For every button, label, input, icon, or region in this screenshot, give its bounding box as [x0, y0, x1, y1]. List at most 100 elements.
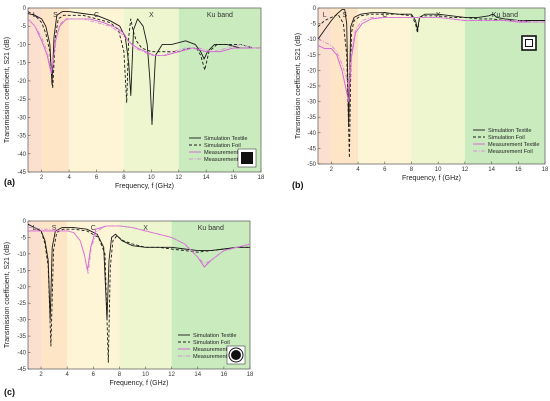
- y-tick-label: -5: [21, 235, 27, 241]
- series-line-simulation-textile: [28, 223, 250, 321]
- band-region-c: [67, 221, 120, 369]
- x-tick-label: 10: [148, 175, 155, 181]
- y-tick-label: -30: [17, 318, 26, 324]
- band-label: L: [323, 12, 327, 19]
- band-region-x: [119, 221, 172, 369]
- x-tick-label: 16: [515, 167, 522, 173]
- x-tick-label: 2: [40, 175, 44, 181]
- x-axis-label: Frequency, f (GHz): [115, 183, 174, 190]
- band-label: Ku band: [198, 225, 224, 232]
- filled-square-icon: [241, 152, 253, 164]
- y-tick-label: -15: [307, 53, 316, 59]
- y-tick-label: 0: [23, 6, 27, 12]
- legend-entry: Simulation Foil: [193, 340, 230, 346]
- y-tick-label: -10: [307, 37, 316, 43]
- y-tick-label: 0: [313, 6, 317, 12]
- band-region-c: [358, 8, 412, 164]
- x-tick-label: 8: [410, 167, 414, 173]
- plot-frame: [27, 220, 251, 370]
- band-region-s: [331, 8, 359, 164]
- y-tick-label: 0: [23, 219, 27, 225]
- y-tick-label: -25: [17, 97, 26, 103]
- y-tick-label: -30: [17, 115, 26, 121]
- y-tick-label: -10: [17, 252, 26, 258]
- series-line-measurement-textile: [28, 18, 261, 75]
- x-tick-label: 14: [488, 167, 495, 173]
- chart-panel-c: L S C X Ku band 2 4 6 8 10 12 14 16 18 0 -5 -10 -15 -20 -25…: [4, 219, 254, 397]
- y-tick-label: -30: [307, 100, 316, 106]
- x-tick-label: 18: [258, 175, 265, 181]
- x-tick-label: 14: [194, 372, 201, 378]
- band-region-ku: [171, 221, 250, 369]
- x-tick-label: 6: [92, 372, 96, 378]
- x-tick-label: 16: [230, 175, 237, 181]
- band-label: L: [33, 225, 37, 232]
- y-tick-label: -45: [17, 170, 26, 176]
- legend-entry: Simulation Textile: [488, 128, 531, 134]
- band-label: C: [91, 225, 96, 232]
- y-axis-label: Transmission coefficient, S21 (dB): [4, 242, 11, 348]
- x-tick-label: 2: [330, 167, 334, 173]
- legend-entry: Simulation Foil: [488, 135, 525, 141]
- legend-entry: Simulation Textile: [193, 333, 236, 339]
- band-region-c: [69, 8, 124, 172]
- y-tick-label: -10: [17, 42, 26, 48]
- inner-loop: [525, 39, 533, 47]
- series-line-simulation-textile: [28, 11, 261, 126]
- y-tick-label: -5: [21, 24, 27, 30]
- series-line-simulation-foil: [28, 223, 250, 363]
- x-tick-label: 14: [203, 175, 210, 181]
- x-tick-label: 10: [142, 372, 149, 378]
- band-label: S: [342, 12, 347, 19]
- x-axis-label: Frequency, f (GHz): [110, 380, 169, 387]
- y-tick-label: -50: [307, 162, 316, 168]
- legend-entry: Measurement Foil: [193, 354, 238, 360]
- band-region-x: [411, 8, 465, 164]
- x-tick-label: 8: [118, 372, 122, 378]
- square-loop-icon: [521, 35, 537, 51]
- band-label: S: [53, 12, 58, 19]
- y-tick-label: -15: [17, 268, 26, 274]
- x-tick-label: 4: [67, 175, 71, 181]
- band-label: Ku band: [492, 12, 518, 19]
- chart-panel-b: L S C X Ku band 2 4 6 8 10 12 14 16 18 0 -5 -10 -15 -20 -25…: [292, 6, 549, 190]
- x-tick-label: 10: [435, 167, 442, 173]
- legend-entry: Simulation Textile: [204, 136, 247, 142]
- series-line-simulation-foil: [28, 11, 261, 104]
- x-tick-label: 18: [247, 372, 254, 378]
- band-region-s: [41, 8, 70, 172]
- band-region-l: [28, 221, 42, 369]
- x-tick-label: 4: [356, 167, 360, 173]
- legend-entry: Measurement Foil: [488, 149, 533, 155]
- band-label: Ku band: [207, 12, 233, 19]
- y-tick-label: -15: [17, 61, 26, 67]
- y-tick-label: -40: [307, 131, 316, 137]
- x-tick-label: 2: [39, 372, 43, 378]
- filled-circle-icon: [231, 350, 241, 360]
- panel-label: (c): [4, 387, 15, 397]
- y-tick-label: -20: [17, 285, 26, 291]
- band-label: S: [52, 225, 57, 232]
- legend-entry: Measurement Textile: [193, 347, 245, 353]
- x-tick-label: 6: [95, 175, 99, 181]
- panel-label: (a): [4, 177, 15, 187]
- x-tick-label: 16: [221, 372, 228, 378]
- outer-ring: [228, 347, 244, 363]
- band-label: X: [436, 12, 441, 19]
- y-axis-label: Transmission coefficient, S21 (dB): [4, 37, 11, 143]
- legend-entry: Measurement Textile: [488, 142, 540, 148]
- series-line-measurement-foil: [28, 225, 250, 275]
- legend-entry: Measurement Foil: [204, 157, 249, 163]
- band-region-x: [123, 8, 179, 172]
- panel-label: (b): [292, 180, 304, 190]
- plot-frame: [27, 7, 262, 173]
- series-line-measurement-textile: [28, 225, 250, 271]
- y-tick-label: -35: [307, 115, 316, 121]
- legend-entry: Simulation Foil: [204, 143, 241, 149]
- x-tick-label: 18: [542, 167, 549, 173]
- y-tick-label: -20: [307, 68, 316, 74]
- series-line-simulation-foil: [318, 13, 545, 159]
- band-region-ku: [464, 8, 545, 164]
- series-line-measurement-foil: [28, 18, 261, 71]
